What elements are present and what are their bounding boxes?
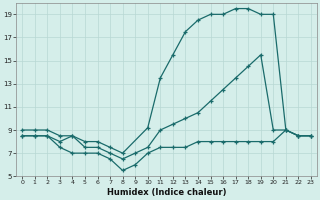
X-axis label: Humidex (Indice chaleur): Humidex (Indice chaleur) [107,188,226,197]
